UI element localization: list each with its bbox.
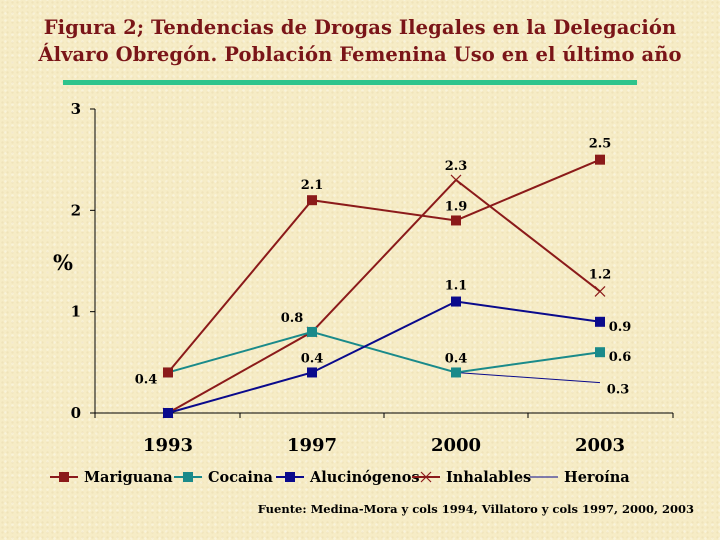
data-point-mariguana (595, 154, 605, 165)
chart-title: Figura 2; Tendencias de Drogas Ilegales … (0, 14, 720, 68)
legend-label-inhalables: Inhalables (446, 469, 531, 486)
data-point-mariguana (451, 215, 461, 226)
data-point-inhalables (594, 285, 606, 297)
data-point-mariguana (163, 367, 173, 378)
data-label-mariguana: 2.1 (301, 178, 324, 193)
data-label-cocaina: 0.6 (609, 350, 632, 365)
legend-marker-cocaina (183, 472, 193, 482)
data-point-alucinogenos (307, 367, 317, 378)
title-underline (63, 80, 637, 85)
x-tick-label: 2003 (575, 435, 625, 456)
data-point-alucinogenos (163, 408, 173, 418)
legend-label-mariguana: Mariguana (84, 469, 173, 486)
data-point-cocaina (307, 326, 317, 337)
data-label-inhalables: 1.2 (589, 267, 612, 282)
data-point-inhalables (450, 174, 462, 186)
legend-label-heroina: Heroína (564, 469, 630, 486)
series-line-heroina (455, 371, 601, 384)
legend-label-cocaina: Cocaina (208, 469, 273, 486)
legend-marker-inhalables (420, 471, 432, 483)
legend-marker-mariguana (59, 472, 69, 482)
data-label-mariguana: 2.5 (589, 137, 612, 152)
series-line-alucinogenos (167, 300, 601, 414)
y-tick-label: 1 (71, 303, 81, 321)
chart-title-line-2: Álvaro Obregón. Población Femenina Uso e… (38, 43, 682, 66)
data-point-alucinogenos (451, 296, 461, 307)
y-tick-label: 0 (71, 404, 81, 422)
y-tick-label: 2 (71, 201, 81, 219)
data-label-cocaina: 0.4 (135, 372, 158, 387)
x-tick-label: 1993 (143, 435, 193, 456)
data-point-alucinogenos (595, 316, 605, 327)
data-label-heroina: 0.3 (607, 383, 630, 398)
data-label-cocaina: 0.8 (281, 311, 304, 326)
x-tick-label: 1997 (287, 435, 337, 456)
data-label-cocaina: 0.4 (445, 351, 468, 366)
data-label-alucinogenos: 1.1 (445, 279, 468, 294)
data-label-mariguana: 1.9 (445, 199, 468, 214)
data-label-alucinogenos: 0.4 (301, 351, 324, 366)
data-point-cocaina (451, 367, 461, 378)
series-line-inhalables (167, 178, 601, 414)
legend-label-alucinogenos: Alucinógenos (309, 469, 420, 486)
y-tick-label: 3 (71, 100, 81, 118)
x-tick-label: 2000 (431, 435, 481, 456)
data-point-mariguana (307, 195, 317, 206)
legend-marker-alucinogenos (285, 472, 295, 482)
series-line-mariguana (167, 158, 601, 374)
chart-title-line-1: Figura 2; Tendencias de Drogas Ilegales … (43, 16, 677, 39)
data-label-inhalables: 2.3 (445, 159, 468, 174)
series-line-cocaina (167, 330, 601, 374)
data-point-cocaina (595, 347, 605, 358)
source-note: Fuente: Medina-Mora y cols 1994, Villato… (257, 502, 694, 516)
y-axis-label: % (53, 250, 73, 275)
data-label-alucinogenos: 0.9 (609, 320, 632, 335)
